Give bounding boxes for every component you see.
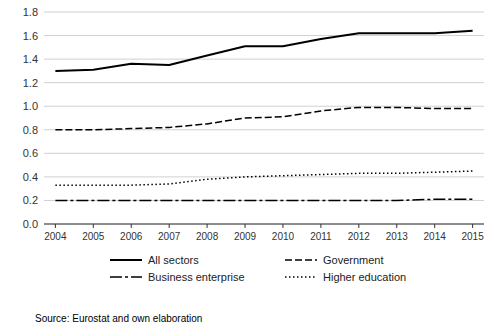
y-tick-label: 0.2 [23, 194, 38, 206]
legend-swatch [110, 259, 142, 261]
x-tick-label: 2014 [424, 231, 447, 242]
y-tick-label: 0.8 [23, 124, 38, 136]
grid-line [44, 35, 484, 36]
plot-area [55, 31, 472, 201]
legend-label: Government [323, 254, 384, 266]
legend-swatch [110, 276, 142, 278]
y-tick-label: 1.6 [23, 30, 38, 42]
series-line [55, 31, 472, 71]
series-line [55, 107, 472, 129]
x-tick [282, 224, 283, 228]
x-tick [434, 224, 435, 228]
grid-line [44, 153, 484, 154]
x-tick-label: 2007 [158, 231, 181, 242]
grid-line [44, 200, 484, 201]
x-tick [320, 224, 321, 228]
x-tick-label: 2004 [44, 231, 67, 242]
y-tick-label: 1.8 [23, 6, 38, 18]
x-tick [169, 224, 170, 228]
chart-container: 0.00.20.40.60.81.01.21.41.61.82004200520… [0, 0, 500, 328]
x-axis: 2004 2005 2006 2007 2008 2009 2010 2011 2012 2013… [44, 224, 484, 242]
series-line [55, 199, 472, 200]
x-tick-label: 2012 [348, 231, 371, 242]
series-line [55, 171, 472, 185]
x-tick [358, 224, 359, 228]
grid-line [44, 224, 484, 225]
grid-line [44, 82, 484, 83]
x-tick [472, 224, 473, 228]
x-tick [131, 224, 132, 228]
x-tick-label: 2010 [272, 231, 295, 242]
x-tick-label: 2006 [120, 231, 143, 242]
y-tick-label: 1.4 [23, 53, 38, 65]
chart-svg: 0.00.20.40.60.81.01.21.41.61.82004200520… [0, 0, 500, 328]
x-tick-label: 2011 [310, 231, 332, 242]
source-note: Source: Eurostat and own elaboration [35, 313, 202, 324]
x-tick [93, 224, 94, 228]
legend-label: All sectors [148, 254, 199, 266]
x-axis-line [44, 224, 484, 225]
y-tick-label: 0.6 [23, 147, 38, 159]
x-tick-label: 2005 [82, 231, 105, 242]
x-tick-label: 2013 [386, 231, 409, 242]
x-tick-label: 2008 [196, 231, 219, 242]
x-tick-label: 2009 [234, 231, 257, 242]
x-tick [207, 224, 208, 228]
y-tick-label: 0.0 [23, 218, 38, 230]
legend-swatch [285, 259, 317, 261]
y-tick-label: 0.4 [23, 171, 38, 183]
grid-line [44, 12, 484, 13]
grid-line [44, 59, 484, 60]
y-tick-label: 1.2 [23, 77, 38, 89]
legend-label: Business enterprise [148, 271, 245, 283]
grid-line [44, 106, 484, 107]
y-tick-label: 1.0 [23, 100, 38, 112]
y-axis: 0.0 0.2 0.4 0.6 0.8 1.0 1.2 1.4 1.6 1.8 [23, 6, 484, 230]
x-tick-label: 2015 [461, 231, 484, 242]
x-tick [396, 224, 397, 228]
x-tick [245, 224, 246, 228]
legend-swatch [285, 276, 317, 278]
legend: All sectors Government Business enterprise… [110, 254, 406, 283]
x-tick [55, 224, 56, 228]
legend-label: Higher education [323, 271, 406, 283]
